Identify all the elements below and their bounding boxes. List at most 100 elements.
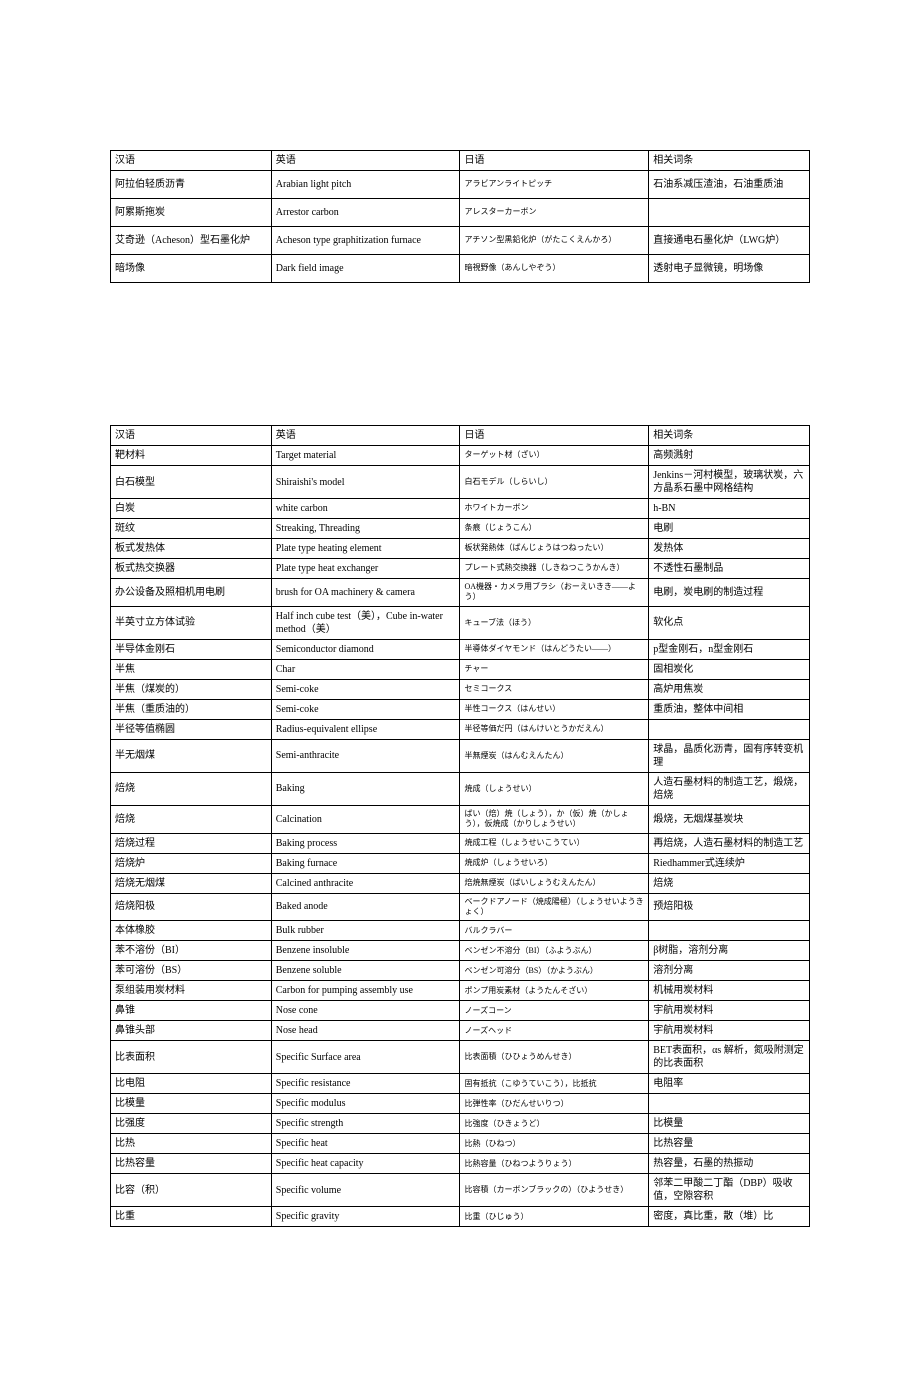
table-cell: 鼻锥头部 [111, 1021, 272, 1041]
table-cell: 固相炭化 [649, 659, 810, 679]
table-row: 斑纹Streaking, Threading条痕（じょうこん）电刷 [111, 519, 810, 539]
table-cell: 比熱容量（ひねつようりょう） [460, 1154, 649, 1174]
table-cell: 板式发热体 [111, 539, 272, 559]
table-cell: アレスターカーボン [460, 199, 649, 227]
table-cell: 半性コークス（はんせい） [460, 699, 649, 719]
table-cell: Baking furnace [271, 853, 460, 873]
table-cell: 焙烧阳极 [111, 893, 272, 921]
table-cell: 板状発熱体（ばんじょうはつねったい） [460, 539, 649, 559]
table-row: 本体橡胶Bulk rubberバルクラバー [111, 921, 810, 941]
table-cell: 半径等価だ円（はんけいとうかだえん） [460, 719, 649, 739]
table-cell: 靶材料 [111, 446, 272, 466]
table-cell: ベンゼン不溶分（BI）（ふようぶん） [460, 941, 649, 961]
table-row: 焙烧Calcinationばい（焙）焼（しょう），か（仮）焼（かしょう），仮焼成… [111, 805, 810, 833]
table-cell: BET表面积，αs 解析，氮吸附测定的比表面积 [649, 1041, 810, 1074]
table-cell: Radius-equivalent ellipse [271, 719, 460, 739]
table-row: 焙烧阳极Baked anodeベークドアノード（焼成陽極）（しょうせいようきょく… [111, 893, 810, 921]
table-cell: 预焙阳极 [649, 893, 810, 921]
table-cell: Specific modulus [271, 1094, 460, 1114]
table-cell: バルクラバー [460, 921, 649, 941]
table-cell: 邻苯二甲酸二丁酯（DBP）吸收值，空隙容积 [649, 1174, 810, 1207]
table-row: 半无烟煤Semi-anthracite半無煙炭（はんむえんたん）球晶，晶质化沥青… [111, 739, 810, 772]
table-cell: ベンゼン可溶分（BS）（かようぶん） [460, 961, 649, 981]
table-cell: 密度，真比重，散（堆）比 [649, 1207, 810, 1227]
table-cell: ノーズコーン [460, 1001, 649, 1021]
table-cell: Specific Surface area [271, 1041, 460, 1074]
table-cell: 比模量 [649, 1114, 810, 1134]
table-cell [649, 719, 810, 739]
table-cell: 发热体 [649, 539, 810, 559]
table-row: 板式发热体Plate type heating element板状発熱体（ばんじ… [111, 539, 810, 559]
table-cell: Calcined anthracite [271, 873, 460, 893]
table-cell: Riedhammer式连续炉 [649, 853, 810, 873]
table-cell: 比热容量 [649, 1134, 810, 1154]
table-row: 靶材料Target materialターゲット材（ざい）高频溅射 [111, 446, 810, 466]
table-cell: 办公设备及照相机用电刷 [111, 579, 272, 607]
table-cell: 白石模型 [111, 466, 272, 499]
table-cell: ノーズヘッド [460, 1021, 649, 1041]
table-row: 鼻锥Nose coneノーズコーン宇航用炭材料 [111, 1001, 810, 1021]
table-cell: 焼成炉（しょうせいろ） [460, 853, 649, 873]
table-cell: 白石モデル（しらいし） [460, 466, 649, 499]
table-cell: 艾奇逊（Acheson）型石墨化炉 [111, 227, 272, 255]
table-cell: Streaking, Threading [271, 519, 460, 539]
table-cell: 比热容量 [111, 1154, 272, 1174]
table-cell: Nose cone [271, 1001, 460, 1021]
table-cell: 半導体ダイヤモンド（はんどうたい――） [460, 639, 649, 659]
table-cell: Arabian light pitch [271, 171, 460, 199]
column-header: 汉语 [111, 151, 272, 171]
table-cell: Specific volume [271, 1174, 460, 1207]
table-row: 阿拉伯轻质沥青Arabian light pitchアラビアンライトピッチ石油系… [111, 171, 810, 199]
table-cell: 比弾性率（ひだんせいりつ） [460, 1094, 649, 1114]
table-cell: 苯不溶份（BI） [111, 941, 272, 961]
table-row: 阿累斯拖炭Arrestor carbonアレスターカーボン [111, 199, 810, 227]
table-row: 焙烧炉Baking furnace焼成炉（しょうせいろ）Riedhammer式连… [111, 853, 810, 873]
table-cell: 阿累斯拖炭 [111, 199, 272, 227]
table-cell: 电阻率 [649, 1074, 810, 1094]
table-cell: Baking [271, 772, 460, 805]
table-row: 比电阻Specific resistance固有抵抗（こゆうていこう），比抵抗电… [111, 1074, 810, 1094]
table-cell: Dark field image [271, 255, 460, 283]
table-cell: 半焦（煤炭的） [111, 679, 272, 699]
table-cell: 泵组装用炭材料 [111, 981, 272, 1001]
table-cell: Semi-anthracite [271, 739, 460, 772]
table-cell: Acheson type graphitization furnace [271, 227, 460, 255]
table-cell: 球晶，晶质化沥青，固有序转变机理 [649, 739, 810, 772]
table-cell: OA機器・カメラ用ブラシ（おーえいきき――よう） [460, 579, 649, 607]
table-cell: 再焙烧，人造石墨材料的制造工艺 [649, 833, 810, 853]
table-cell: 比強度（ひきょうど） [460, 1114, 649, 1134]
table-row: 半焦（煤炭的）Semi-cokeセミコークス高炉用焦炭 [111, 679, 810, 699]
table-cell: Bulk rubber [271, 921, 460, 941]
table-row: 半导体金刚石Semiconductor diamond半導体ダイヤモンド（はんど… [111, 639, 810, 659]
table-cell: Baking process [271, 833, 460, 853]
table-cell: 半无烟煤 [111, 739, 272, 772]
table-cell: 焙烧 [649, 873, 810, 893]
table-cell: ターゲット材（ざい） [460, 446, 649, 466]
table-cell: Char [271, 659, 460, 679]
table-cell: 本体橡胶 [111, 921, 272, 941]
table-cell: 暗场像 [111, 255, 272, 283]
table-cell: 重质油，整体中间相 [649, 699, 810, 719]
table-cell: 不透性石墨制品 [649, 559, 810, 579]
table-cell: 半焦 [111, 659, 272, 679]
table-cell: Shiraishi's model [271, 466, 460, 499]
table-cell: 电刷 [649, 519, 810, 539]
table-row: 半焦Charチャー固相炭化 [111, 659, 810, 679]
table-cell: Benzene soluble [271, 961, 460, 981]
table-cell: 半径等值椭圆 [111, 719, 272, 739]
table-row: 半英寸立方体试验Half inch cube test（美），Cube in-w… [111, 606, 810, 639]
table-cell: 鼻锥 [111, 1001, 272, 1021]
table-cell: 焙焼無煙炭（ばいしょうむえんたん） [460, 873, 649, 893]
column-header: 相关词条 [649, 151, 810, 171]
table-cell: 高炉用焦炭 [649, 679, 810, 699]
table-row: 比表面积Specific Surface area比表面積（ひひょうめんせき）B… [111, 1041, 810, 1074]
table-cell: 溶剂分离 [649, 961, 810, 981]
table-header-row: 汉语英语日语相关词条 [111, 426, 810, 446]
table-header-row: 汉语英语日语相关词条 [111, 151, 810, 171]
table-row: 半径等值椭圆Radius-equivalent ellipse半径等価だ円（はん… [111, 719, 810, 739]
table-cell: 人造石墨材料的制造工艺，煅烧，焙烧 [649, 772, 810, 805]
table-row: 暗场像Dark field image暗視野像（あんしやぞう）透射电子显微镜，明… [111, 255, 810, 283]
table-cell: Semi-coke [271, 679, 460, 699]
table-row: 比热Specific heat比熱（ひねつ）比热容量 [111, 1134, 810, 1154]
table-cell: 半無煙炭（はんむえんたん） [460, 739, 649, 772]
